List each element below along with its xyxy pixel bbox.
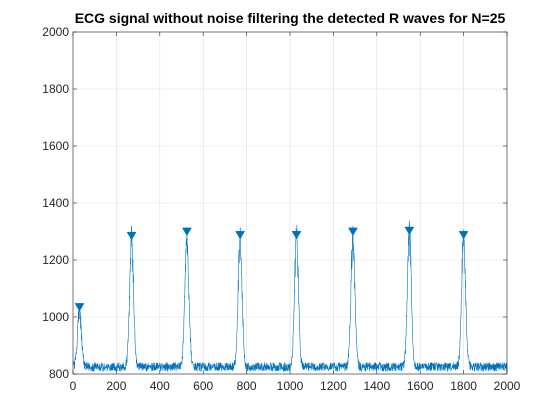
y-tick-label: 1400 [42, 196, 69, 210]
r-peak-marker [235, 231, 246, 240]
x-axis-ticks: 0 200 400 600 800 1000 1200 1400 1600 1800 2000 [70, 32, 521, 393]
x-tick-label: 2000 [494, 379, 521, 393]
r-peak-marker [291, 231, 302, 240]
y-tick-label: 1600 [42, 139, 69, 153]
y-tick-label: 1800 [42, 82, 69, 96]
x-tick-label: 1400 [363, 379, 390, 393]
y-tick-label: 800 [49, 367, 69, 381]
r-peak-markers [74, 226, 469, 312]
r-peak-marker [347, 227, 358, 237]
x-tick-label: 800 [237, 379, 257, 393]
r-peak-marker [458, 231, 469, 240]
x-tick-label: 200 [106, 379, 126, 393]
x-tick-label: 1600 [407, 379, 434, 393]
y-tick-label: 1200 [42, 253, 69, 267]
x-tick-label: 0 [70, 379, 77, 393]
y-axis-ticks: 800 1000 1200 1400 1600 1800 2000 [42, 25, 507, 381]
r-peak-marker [181, 227, 192, 237]
x-tick-label: 1200 [320, 379, 347, 393]
r-peak-marker [404, 226, 415, 236]
chart-title: ECG signal without noise filtering the d… [75, 10, 506, 26]
x-tick-label: 1000 [277, 379, 304, 393]
r-peak-marker [74, 303, 85, 312]
y-tick-label: 1000 [42, 310, 69, 324]
r-peak-marker [126, 231, 137, 241]
x-tick-label: 1800 [450, 379, 477, 393]
x-tick-label: 400 [150, 379, 170, 393]
y-tick-label: 2000 [42, 25, 69, 39]
x-tick-label: 600 [193, 379, 213, 393]
